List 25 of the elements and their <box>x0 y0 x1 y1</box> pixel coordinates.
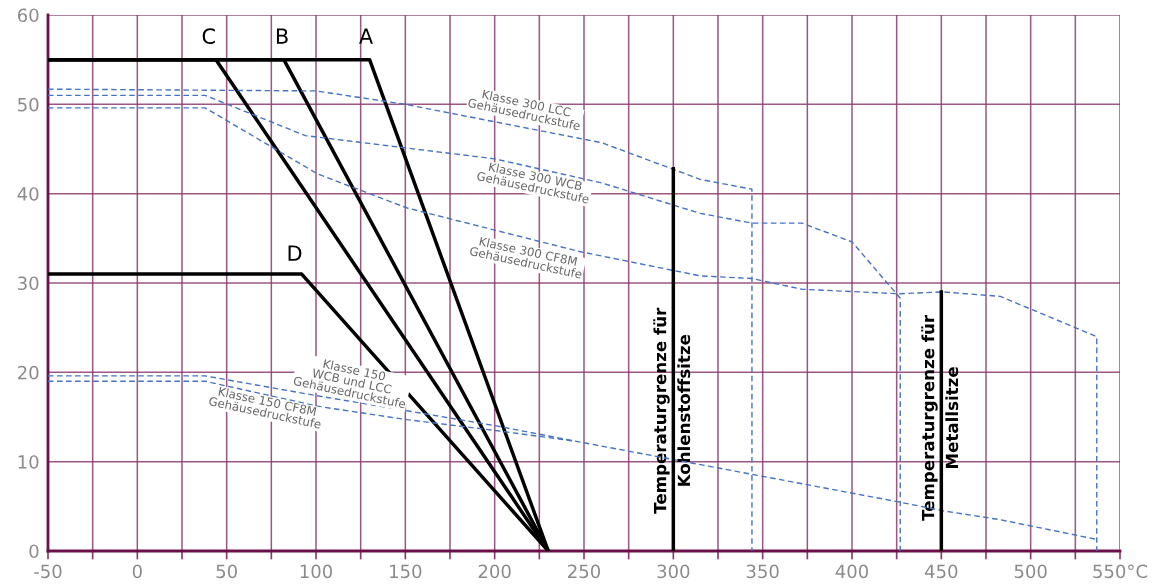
x-tick-label: 100 <box>300 564 333 579</box>
series-label: D <box>288 245 302 261</box>
x-tick-label: 50 <box>216 564 237 579</box>
text: Temperaturgrenze für Metallsitze <box>921 314 959 521</box>
x-tick-label: 250 <box>568 564 601 579</box>
series-label: C <box>202 28 215 45</box>
text: Temperaturgrenze für Kohlenstoffsitze <box>653 307 691 514</box>
y-tick-label: 30 <box>18 276 39 291</box>
x-tick-label: -50 <box>34 564 62 579</box>
series-label: B <box>276 28 288 44</box>
x-tick-label: 550°C <box>1093 564 1148 579</box>
y-tick-label: 20 <box>18 365 39 380</box>
y-tick-label: 60 <box>17 8 39 23</box>
x-tick-label: 400 <box>835 564 869 579</box>
y-tick-label: 0 <box>29 544 39 559</box>
x-tick-label: 300 <box>657 564 690 579</box>
x-tick-label: 200 <box>478 564 511 579</box>
y-tick-label: 50 <box>18 97 39 112</box>
x-tick-label: 350 <box>746 564 779 579</box>
x-tick-label: 450 <box>924 564 958 579</box>
x-tick-label: 150 <box>390 564 422 579</box>
y-tick-label: 10 <box>18 455 39 469</box>
y-tick-label: 40 <box>17 187 39 201</box>
x-tick-label: 0 <box>132 564 142 579</box>
x-tick-label: 500 <box>1014 564 1047 579</box>
